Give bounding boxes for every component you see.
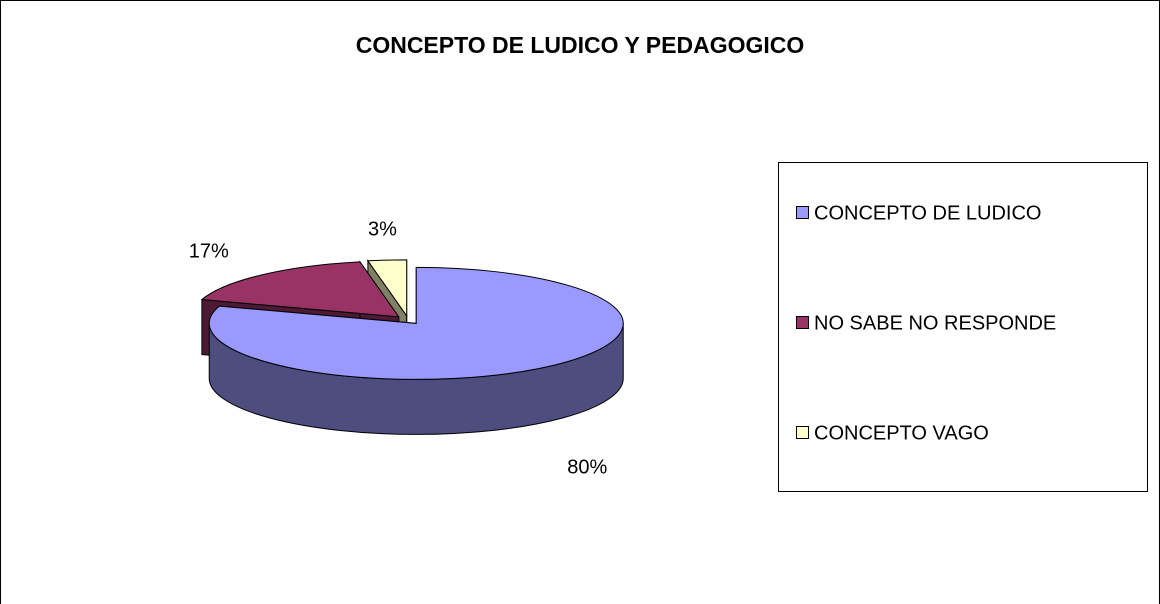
legend-swatch: [796, 426, 809, 439]
legend-label: NO SABE NO RESPONDE: [814, 312, 1056, 334]
slice-top: [200, 261, 400, 318]
pie-slice: [208, 266, 624, 435]
legend-box: [778, 162, 1148, 492]
legend-swatch: [796, 206, 809, 219]
data-label: 3%: [368, 218, 397, 240]
data-label: 80%: [567, 456, 607, 478]
legend-label: CONCEPTO DE LUDICO: [814, 202, 1041, 224]
legend-label: CONCEPTO VAGO: [814, 422, 989, 444]
data-label: 17%: [189, 241, 229, 263]
chart-title: CONCEPTO DE LUDICO Y PEDAGOGICO: [356, 32, 805, 58]
slice-top: [366, 259, 408, 318]
legend-swatch: [796, 316, 809, 329]
slice-top: [208, 266, 624, 380]
